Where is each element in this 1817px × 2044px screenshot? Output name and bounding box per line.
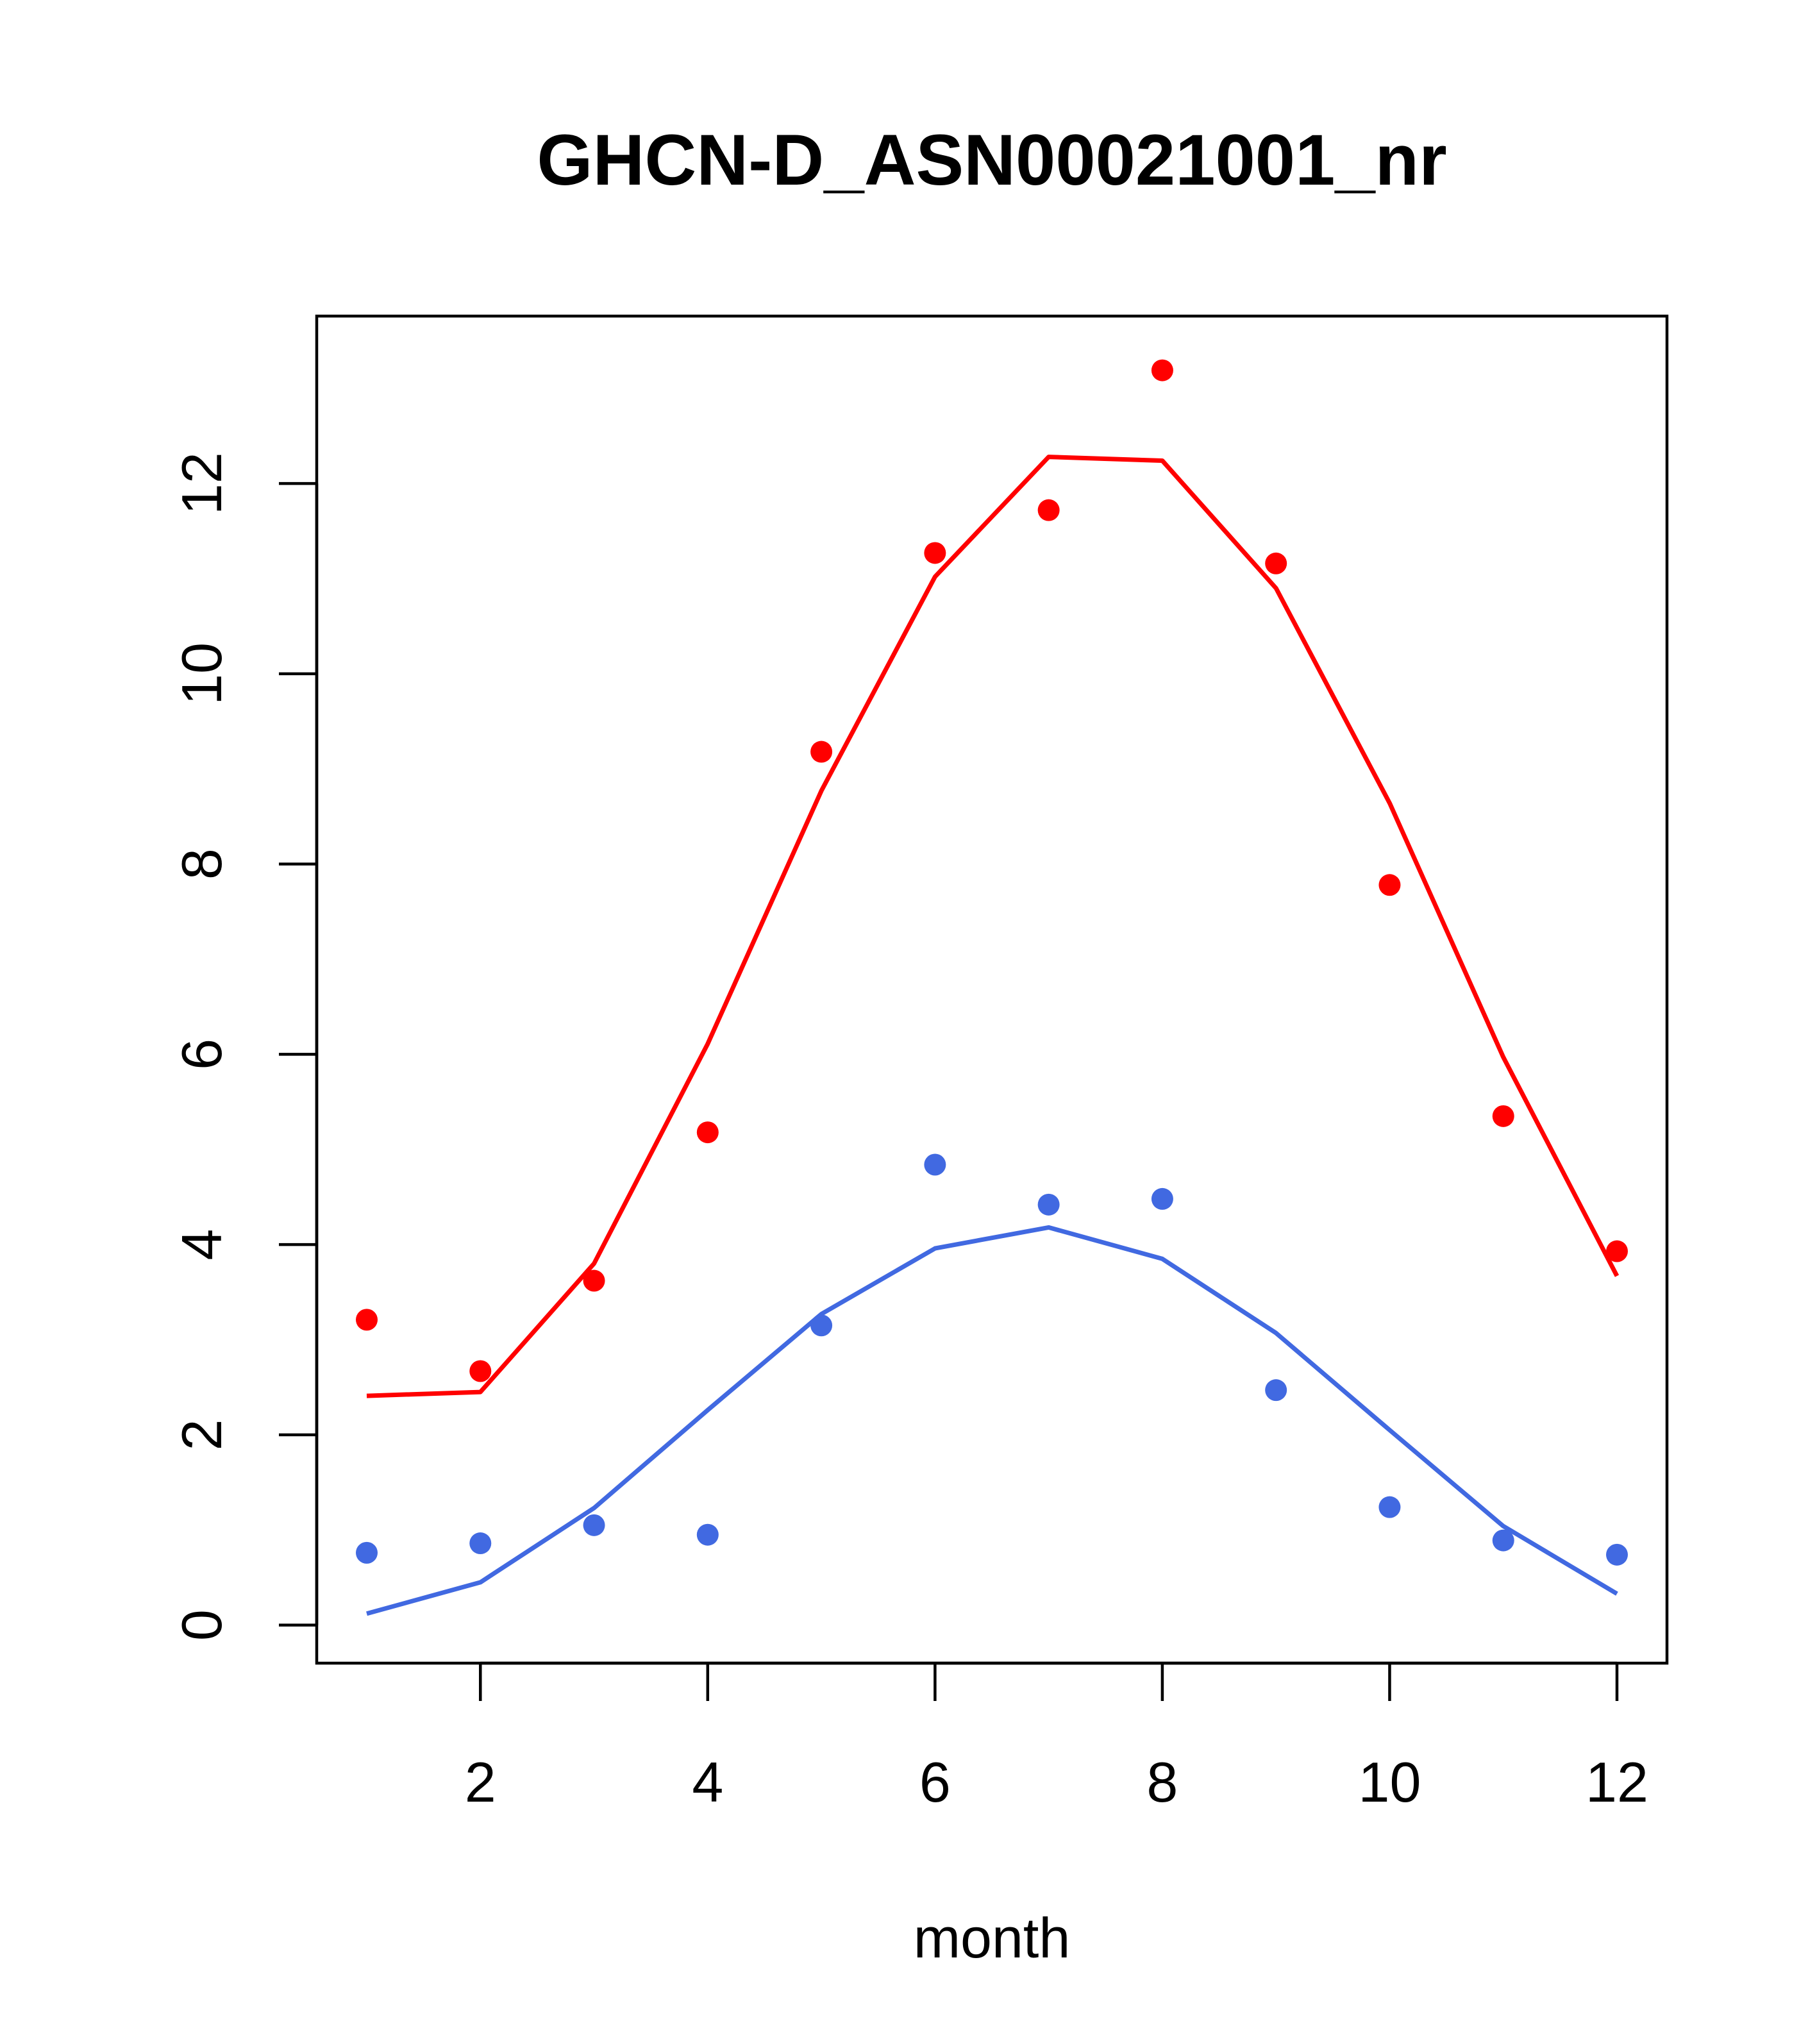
series-2-point xyxy=(356,1541,378,1564)
y-tick-label: 10 xyxy=(170,642,233,705)
series-1-point xyxy=(356,1309,378,1331)
series-1-point xyxy=(696,1121,719,1144)
y-tick-label: 12 xyxy=(170,452,233,515)
series-2-point xyxy=(583,1514,605,1536)
x-tick-label: 4 xyxy=(692,1750,723,1814)
series-2-point xyxy=(1606,1543,1628,1566)
series-2-point xyxy=(1265,1379,1287,1402)
series-2-point xyxy=(924,1153,946,1176)
series-1 xyxy=(356,359,1628,1398)
series-1-point xyxy=(583,1269,605,1292)
x-tick-label: 12 xyxy=(1586,1750,1648,1814)
series-1-point xyxy=(1151,359,1173,381)
y-tick-label: 2 xyxy=(170,1419,233,1450)
series-2 xyxy=(356,1153,1628,1616)
series-1-point xyxy=(810,741,833,763)
x-tick-label: 10 xyxy=(1359,1750,1421,1814)
series-1-point xyxy=(924,542,946,564)
x-tick-label: 2 xyxy=(465,1750,496,1814)
series-2-point xyxy=(696,1523,719,1546)
series-1-point xyxy=(1265,552,1287,574)
series-2-point xyxy=(1378,1496,1401,1518)
y-tick-label: 0 xyxy=(170,1609,233,1641)
series-2-line xyxy=(366,1225,1618,1616)
chart-title: GHCN-D_ASN00021001_nr xyxy=(537,120,1446,200)
series-1-point xyxy=(1606,1240,1628,1262)
series-2-point xyxy=(469,1532,492,1555)
y-tick-label: 4 xyxy=(170,1229,233,1261)
y-tick-label: 8 xyxy=(170,848,233,880)
y-tick-label: 6 xyxy=(170,1039,233,1070)
x-tick-label: 8 xyxy=(1146,1750,1178,1814)
series-2-point xyxy=(1151,1187,1173,1210)
series-1-point xyxy=(1037,499,1060,521)
plot-frame xyxy=(315,314,1669,1665)
plot-area xyxy=(356,359,1628,1616)
series-2-point xyxy=(1037,1193,1060,1216)
series-1-point xyxy=(469,1360,492,1382)
series-2-point xyxy=(810,1314,833,1337)
series-2-point xyxy=(1492,1529,1514,1552)
x-axis-label: month xyxy=(914,1906,1071,1970)
x-tick-label: 6 xyxy=(919,1750,951,1814)
series-1-point xyxy=(1492,1105,1514,1127)
series-1-point xyxy=(1378,874,1401,896)
y-axis: 0 2 4 6 8 10 12 xyxy=(170,452,319,1641)
series-1-line xyxy=(366,455,1620,1398)
